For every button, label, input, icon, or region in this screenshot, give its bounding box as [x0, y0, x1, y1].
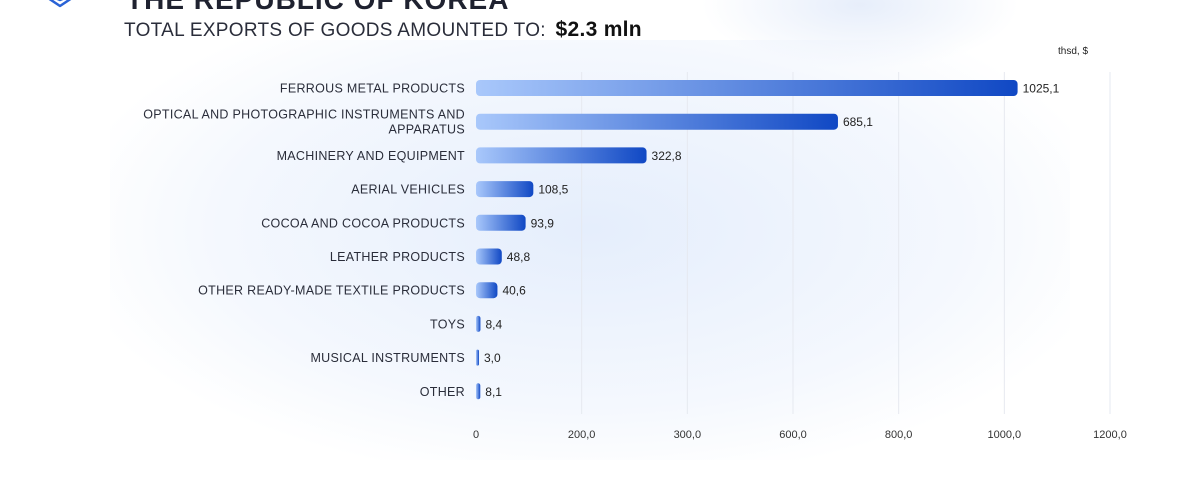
page-title: THE REPUBLIC OF KOREA	[126, 0, 509, 14]
bar-value-label: 1025,1	[1023, 82, 1060, 96]
category-label: OTHER	[420, 385, 465, 399]
category-label: OTHER READY-MADE TEXTILE PRODUCTS	[198, 284, 465, 298]
bar-value-label: 322,8	[652, 149, 682, 163]
category-label: MACHINERY AND EQUIPMENT	[277, 149, 465, 163]
bar	[476, 113, 838, 130]
unit-label: thsd, $	[1058, 46, 1089, 57]
cube-logo-icon	[48, 0, 72, 8]
category-label: TOYS	[430, 317, 465, 331]
x-tick-label: 200,0	[568, 429, 596, 441]
background-glow	[110, 40, 1070, 460]
bar	[476, 80, 1018, 96]
category-label: LEATHER PRODUCTS	[330, 250, 465, 264]
x-tick-label: 300,0	[674, 429, 702, 441]
bar	[476, 315, 481, 332]
category-label: AERIAL VEHICLES	[351, 183, 465, 197]
bar	[476, 147, 647, 164]
bar-value-label: 48,8	[507, 250, 531, 264]
bar-value-label: 685,1	[843, 115, 873, 129]
bar	[476, 282, 498, 299]
bar	[476, 248, 502, 265]
bar-value-label: 8,1	[485, 385, 502, 399]
category-label: FERROUS METAL PRODUCTS	[280, 82, 465, 96]
bar-value-label: 40,6	[502, 284, 526, 298]
bar-value-label: 93,9	[531, 216, 555, 230]
bar	[476, 181, 534, 198]
category-label: COCOA AND COCOA PRODUCTS	[261, 216, 465, 230]
subtitle: TOTAL EXPORTS OF GOODS AMOUNTED TO: $2.3…	[124, 16, 642, 45]
bar-value-label: 108,5	[538, 183, 568, 197]
category-label: OPTICAL AND PHOTOGRAPHIC INSTRUMENTS AND…	[143, 108, 465, 137]
subtitle-prefix: TOTAL EXPORTS OF GOODS AMOUNTED TO:	[124, 20, 546, 41]
x-tick-label: 1000,0	[988, 429, 1022, 441]
bar	[476, 214, 526, 231]
bar	[476, 383, 481, 400]
bar	[476, 349, 479, 366]
x-tick-label: 600,0	[779, 429, 807, 441]
total-exports-value: $2.3 mln	[555, 18, 642, 41]
bar-value-label: 8,4	[485, 317, 502, 331]
x-tick-label: 800,0	[885, 429, 913, 441]
x-tick-label: 0	[473, 429, 479, 441]
category-label: MUSICAL INSTRUMENTS	[310, 351, 465, 365]
x-tick-label: 1200,0	[1093, 429, 1127, 441]
bar-value-label: 3,0	[484, 351, 501, 365]
